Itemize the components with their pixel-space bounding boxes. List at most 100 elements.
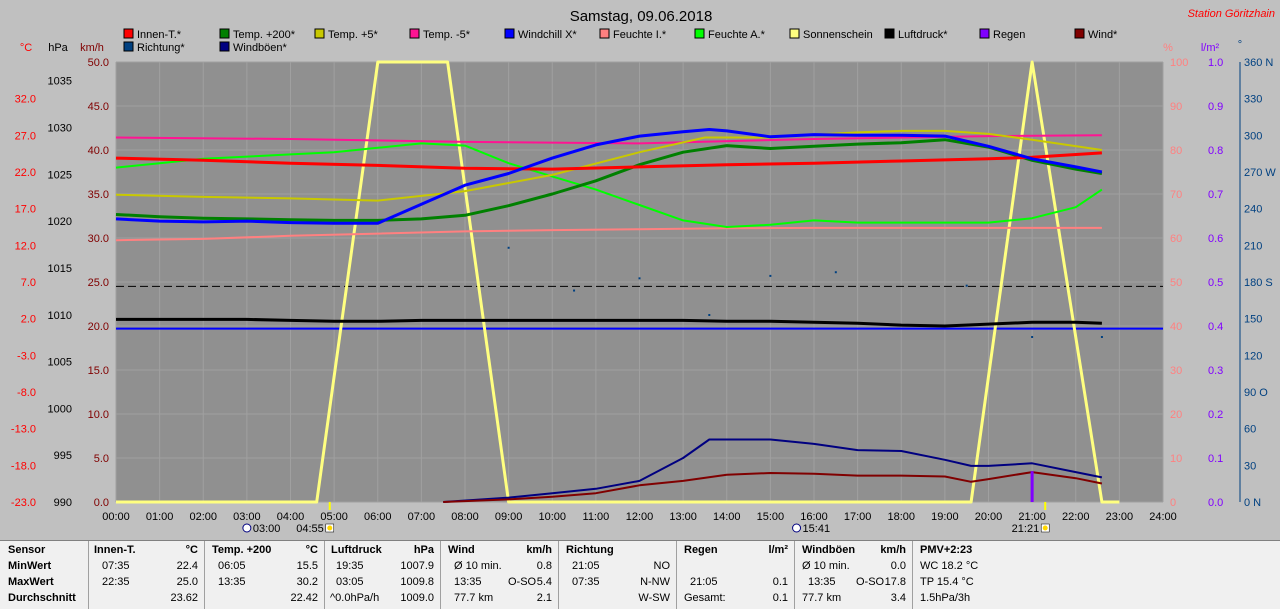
y-tick-lm2: 0.4	[1208, 321, 1223, 333]
x-tick-label: 18:00	[887, 511, 915, 523]
series-line	[115, 134, 1102, 145]
legend-label: Luftdruck*	[898, 29, 948, 41]
legend-label: Innen-T.*	[137, 29, 182, 41]
legend-swatch	[219, 41, 230, 52]
stats-wind: Wind km/h Ø 10 min. 13:35 77.7 km O-SO 0…	[440, 541, 559, 609]
stats-value: W-SW	[638, 592, 670, 604]
chart-title: Samstag, 09.06.2018	[570, 8, 713, 25]
stats-value: 2.1	[536, 592, 552, 604]
moonrise-label: 03:00	[253, 523, 281, 535]
y-tick-celsius: -8.0	[17, 387, 36, 399]
x-tick-label: 19:00	[931, 511, 959, 523]
moonrise-icon	[242, 523, 252, 533]
x-tick-label: 03:00	[233, 511, 261, 523]
stats-value: N-NW	[640, 576, 670, 588]
stats-windboeen: Windböen km/h Ø 10 min. 13:35 77.7 km O-…	[794, 541, 913, 609]
y-tick-lm2: 0.8	[1208, 145, 1223, 157]
x-tick-label: 15:00	[757, 511, 785, 523]
y-tick-kmh: 50.0	[88, 57, 109, 69]
stats-value: 5.4	[536, 576, 552, 588]
x-tick-label: 05:00	[320, 511, 348, 523]
stats-richtung: Richtung 21:05 07:35 NO N-NW W-SW	[558, 541, 677, 609]
y-tick-direction: 60	[1244, 424, 1256, 436]
stats-wind-title: Wind	[448, 544, 475, 556]
richtung-point	[708, 314, 711, 316]
richtung-point	[1031, 336, 1034, 338]
x-tick-label: 07:00	[408, 511, 436, 523]
y-tick-kmh: 20.0	[88, 321, 109, 333]
stats-value: 1009.0	[400, 592, 434, 604]
y-tick-direction: 300	[1244, 130, 1262, 142]
axes: 00:00 01:00 02:00 03:00 04:00 05:00 06:00 07:00…	[11, 57, 1276, 523]
unit-hpa: hPa	[48, 42, 68, 54]
y-tick-direction: 0 N	[1244, 497, 1261, 509]
legend-label: Feuchte A.*	[708, 29, 766, 41]
regen-bar	[1030, 471, 1034, 502]
y-tick-celsius: 7.0	[21, 277, 36, 289]
legend-swatch	[123, 28, 134, 39]
x-tick-label: 00:00	[102, 511, 130, 523]
x-tick-label: 02:00	[189, 511, 217, 523]
x-tick-label: 24:00	[1149, 511, 1177, 523]
stats-value: 22.4	[176, 560, 198, 572]
series-line	[443, 471, 1103, 503]
y-tick-percent: 20	[1170, 409, 1182, 421]
series-line	[115, 151, 1102, 171]
y-tick-kmh: 5.0	[94, 453, 109, 465]
richtung-point	[1100, 336, 1103, 338]
station-name: Station Göritzhain	[1188, 8, 1275, 20]
stats-luftdruck-unit: hPa	[413, 544, 434, 556]
y-tick-celsius: -3.0	[17, 350, 36, 362]
y-tick-celsius: 32.0	[15, 94, 36, 106]
x-tick-label: 21:00	[1018, 511, 1046, 523]
y-tick-hpa: 1005	[48, 357, 72, 369]
stats-innen: Innen-T. °C 07:35 22:35 22.4 25.0 23.62	[88, 541, 205, 609]
stats-time: 13:35	[454, 576, 482, 588]
y-tick-lm2: 0.7	[1208, 189, 1223, 201]
y-tick-celsius: -13.0	[11, 424, 36, 436]
legend-swatch	[1074, 28, 1085, 39]
stats-time: 13:35	[808, 576, 836, 588]
y-tick-celsius: 22.0	[15, 167, 36, 179]
stats-windboeen-title: Windböen	[802, 544, 856, 556]
stats-direction: O-SO	[856, 576, 885, 588]
stats-time: 22:35	[102, 576, 130, 588]
y-tick-hpa: 990	[54, 497, 72, 509]
legend-swatch	[694, 28, 705, 39]
y-tick-lm2: 0.9	[1208, 101, 1223, 113]
series-line	[115, 226, 1102, 242]
x-tick-label: 14:00	[713, 511, 741, 523]
stats-value: 30.2	[296, 576, 318, 588]
stats-innen-unit: °C	[185, 544, 198, 556]
y-tick-percent: 30	[1170, 365, 1182, 377]
stats-sensor-title: Sensor	[8, 544, 46, 556]
legend-swatch	[789, 28, 800, 39]
stats-label: Gesamt:	[684, 592, 726, 604]
y-tick-percent: 10	[1170, 453, 1182, 465]
stats-trend: ^0.0hPa/h	[330, 592, 380, 604]
stats-value: 0.1	[772, 576, 788, 588]
unit-lm2: l/m²	[1201, 42, 1220, 54]
y-tick-kmh: 0.0	[94, 497, 109, 509]
legend-swatch	[504, 28, 515, 39]
legend-label: Sonnenschein	[803, 29, 873, 41]
unit-celsius: °C	[20, 42, 32, 54]
stats-regen-unit: l/m²	[768, 544, 788, 556]
stats-direction: O-SO	[508, 576, 537, 588]
stats-luftdruck: Luftdruck hPa 19:35 03:05 ^0.0hPa/h 1007…	[324, 541, 441, 609]
x-tick-label: 08:00	[451, 511, 479, 523]
y-tick-lm2: 0.1	[1208, 453, 1223, 465]
series-line	[115, 128, 1103, 225]
stats-time: 21:05	[690, 576, 718, 588]
y-tick-celsius: 2.0	[21, 314, 36, 326]
stats-value: 0.1	[772, 592, 788, 604]
stats-label: Ø 10 min.	[454, 560, 502, 572]
richtung-point	[638, 277, 641, 280]
y-tick-direction: 180 S	[1244, 277, 1273, 289]
stats-value: 17.8	[884, 576, 906, 588]
legend-swatch	[409, 28, 420, 39]
y-tick-hpa: 1015	[48, 263, 72, 275]
unit-kmh: km/h	[80, 42, 104, 54]
stats-pmv-line: WC 18.2 °C	[920, 560, 979, 572]
stats-distance: 77.7 km	[454, 592, 494, 604]
